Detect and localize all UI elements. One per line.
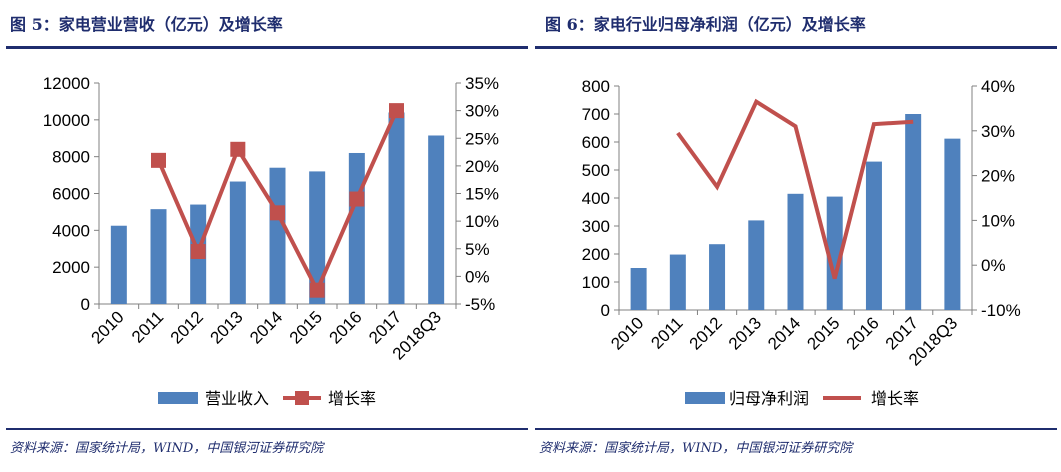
right-tick-label: -5% (465, 295, 495, 314)
left-tick-label: 500 (582, 161, 610, 180)
right-tick-label: 30% (981, 122, 1015, 141)
left-tick-label: 4000 (52, 221, 90, 240)
bar-2017 (905, 114, 922, 310)
left-tick-label: 200 (582, 245, 610, 264)
right-tick-label: 0% (981, 256, 1006, 275)
bar-2014 (787, 193, 804, 310)
x-tick-label: 2013 (206, 307, 246, 347)
right-tick-label: 5% (465, 240, 490, 259)
title-rule (535, 46, 1057, 49)
bar-2013 (748, 220, 765, 310)
x-tick-label: 2013 (725, 313, 765, 353)
x-tick-label: 2015 (803, 313, 843, 353)
bar-2018Q3 (428, 135, 445, 304)
title-rule (6, 46, 528, 49)
growth-marker-2017 (389, 103, 404, 119)
revenue-growth-chart: 12000 10000 8000 6000 4000 2000 0 35% 30% 25% 20% 1… (43, 74, 499, 408)
right-tick-label: 10% (465, 212, 499, 231)
right-tick-label: 10% (981, 211, 1015, 230)
bar-2010 (110, 225, 127, 304)
left-tick-label: 12000 (43, 74, 90, 93)
left-tick-label: 0 (81, 295, 90, 314)
right-tick-label: -10% (981, 301, 1021, 320)
left-tick-label: 800 (582, 77, 610, 96)
right-tick-label: 20% (465, 157, 499, 176)
bar-2016 (348, 152, 365, 304)
bar-2012 (709, 244, 726, 310)
x-tick-label: 2016 (325, 307, 365, 347)
left-tick-label: 6000 (52, 185, 90, 204)
bar-2018Q3 (944, 138, 961, 310)
bar-2011 (150, 209, 167, 304)
legend-line-marker (295, 391, 309, 405)
figure-6-title: 图 6：家电行业归母净利润（亿元）及增长率 (545, 15, 866, 34)
growth-marker-2014 (270, 205, 285, 221)
growth-marker-2011 (151, 152, 166, 168)
x-tick-label: 2015 (286, 307, 326, 347)
left-tick-label: 10000 (43, 111, 90, 130)
figure-5-title: 图 5：家电营业营收（亿元）及增长率 (10, 15, 283, 34)
right-tick-label: 25% (465, 129, 499, 148)
x-tick-label: 2010 (607, 313, 647, 353)
bar-2011 (669, 254, 686, 310)
bar-2015 (309, 171, 326, 304)
bar-2015 (826, 196, 843, 310)
legend-bar-label: 营业收入 (205, 390, 269, 408)
x-tick-label: 2014 (764, 313, 804, 353)
bar-2017 (388, 112, 405, 304)
legend-line-label: 增长率 (871, 390, 919, 408)
growth-marker-2013 (230, 141, 246, 157)
x-tick-label: 2014 (246, 307, 286, 347)
left-tick-label: 8000 (52, 148, 90, 167)
left-tick-label: 300 (582, 217, 610, 236)
growth-marker-2012 (190, 244, 206, 260)
figure-5-source: 资料来源：国家统计局，WIND，中国银河证券研究院 (10, 441, 324, 456)
bar-2014 (269, 167, 286, 304)
growth-marker-2016 (349, 191, 365, 207)
x-tick-label: 2012 (686, 313, 726, 353)
left-tick-label: 100 (582, 273, 610, 292)
legend-bar-swatch (685, 392, 725, 404)
right-tick-label: 35% (465, 74, 499, 93)
left-tick-label: 2000 (52, 258, 90, 277)
x-tick-label: 2011 (128, 307, 167, 346)
x-tick-label: 2012 (167, 307, 207, 347)
x-tick-label: 2011 (647, 313, 686, 352)
legend-bar-swatch (158, 392, 198, 404)
right-tick-label: 15% (465, 185, 499, 204)
legend-bar-label: 归母净利润 (729, 390, 809, 408)
left-tick-label: 600 (582, 133, 610, 152)
bar-2013 (229, 181, 246, 304)
bar-2016 (865, 161, 882, 310)
right-tick-label: 0% (465, 267, 490, 286)
figure-6-source: 资料来源：国家统计局，WIND，中国银河证券研究院 (539, 441, 853, 456)
x-tick-label: 2010 (87, 307, 127, 347)
figure-6-panel: 图 6：家电行业归母净利润（亿元）及增长率 800 700 600 500 400 300… (535, 0, 1061, 472)
growth-line (676, 98, 914, 280)
legend-line-label: 增长率 (328, 390, 376, 408)
bar-2010 (630, 268, 647, 310)
left-tick-label: 700 (582, 105, 610, 124)
right-tick-label: 30% (465, 102, 499, 121)
figure-5-panel: 图 5：家电营业营收（亿元）及增长率 12000 10000 8000 6000 400… (0, 0, 530, 472)
right-tick-label: 20% (981, 167, 1015, 186)
right-tick-label: 40% (981, 77, 1015, 96)
left-tick-label: 400 (582, 189, 610, 208)
net-profit-growth-chart: 800 700 600 500 400 300 200 100 0 40% 30% 20% 10% 0% -… (582, 77, 1021, 408)
left-tick-label: 0 (601, 301, 610, 320)
footer-rule (535, 428, 1057, 430)
x-tick-label: 2016 (843, 313, 883, 353)
footer-rule (6, 428, 528, 430)
growth-marker-2015 (309, 282, 325, 298)
